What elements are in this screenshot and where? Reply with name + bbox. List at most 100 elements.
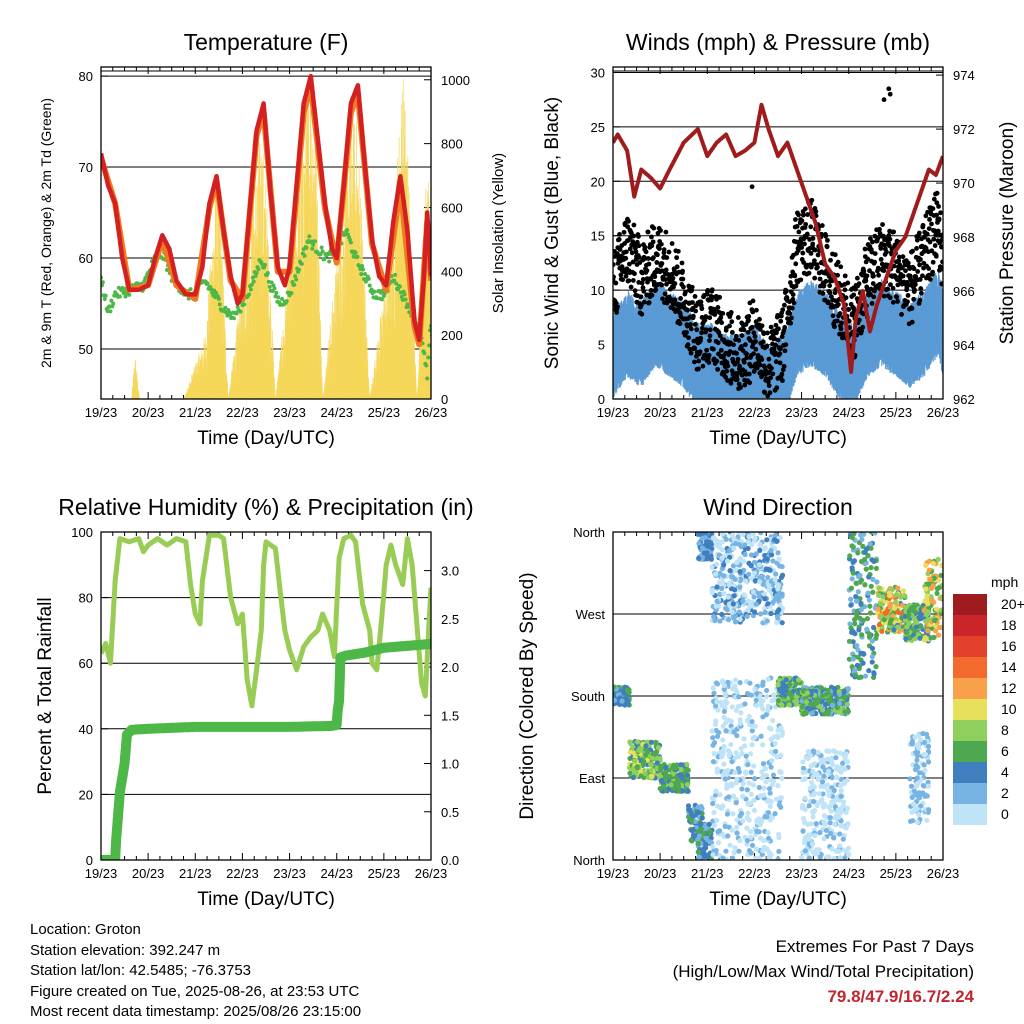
gust-point — [675, 248, 681, 254]
x-tick-label: 20/23 — [644, 405, 677, 420]
dewpoint-point — [242, 302, 247, 307]
gust-point — [746, 371, 752, 377]
y2-tick-label: 968 — [953, 230, 975, 245]
y2-tick-label: 600 — [441, 200, 463, 215]
dewpoint-point — [313, 239, 318, 244]
gust-point — [810, 236, 816, 241]
gust-point — [738, 384, 743, 390]
gust-point — [799, 245, 805, 250]
gust-point — [658, 241, 664, 247]
gust-point — [813, 209, 819, 214]
dewpoint-point — [254, 270, 259, 275]
gust-point — [674, 264, 680, 270]
dewpoint-point — [234, 311, 239, 316]
gust-point — [640, 277, 646, 282]
y2-tick-label: 800 — [441, 137, 463, 152]
y2-tick-label: 970 — [953, 176, 975, 191]
gust-point — [770, 371, 776, 377]
gust-point — [632, 288, 638, 294]
gust-point — [663, 267, 669, 273]
gust-point — [751, 330, 757, 336]
gust-point — [705, 287, 711, 293]
dewpoint-point — [353, 250, 358, 255]
gust-point — [699, 325, 705, 331]
gust-point — [654, 260, 660, 265]
gust-point — [653, 287, 659, 293]
gust-point — [698, 299, 704, 305]
gust-point — [794, 224, 800, 229]
gust-point — [636, 243, 642, 249]
gust-point — [823, 278, 829, 284]
dewpoint-point — [345, 227, 350, 232]
gust-point — [749, 324, 755, 330]
gust-point — [808, 224, 814, 230]
gust-point — [787, 299, 792, 305]
gust-point — [643, 249, 649, 255]
panel-title: Temperature (F) — [184, 29, 349, 55]
gust-point — [627, 261, 632, 267]
dewpoint-point — [426, 355, 431, 360]
gust-point — [688, 326, 694, 332]
gust-point — [725, 378, 730, 383]
gust-point — [739, 333, 745, 338]
gust-point — [700, 363, 706, 369]
gust-point — [706, 352, 712, 358]
gust-point — [638, 294, 644, 300]
gust-point — [823, 233, 829, 239]
gust-point — [630, 278, 636, 283]
gust-point — [806, 270, 812, 276]
gust-point — [631, 222, 637, 228]
gust-point — [639, 280, 645, 286]
dewpoint-point — [271, 283, 276, 288]
dewpoint-point — [397, 284, 402, 289]
gust-point — [626, 278, 632, 284]
gust-point — [649, 292, 655, 298]
gust-point — [620, 277, 626, 283]
dewpoint-point — [231, 316, 236, 321]
gust-point — [739, 372, 745, 378]
gust-point — [778, 318, 784, 324]
gust-point — [645, 279, 650, 285]
y2-tick-label: 972 — [953, 122, 975, 137]
gust-point — [774, 385, 780, 391]
dewpoint-point — [393, 272, 398, 277]
gust-point — [817, 276, 823, 282]
gust-point — [759, 323, 765, 329]
x-axis-label: Time (Day/UTC) — [709, 428, 847, 449]
gust-point — [670, 275, 676, 281]
gust-point — [683, 289, 688, 295]
y-tick-label: 30 — [591, 65, 605, 80]
y2-tick-label: 966 — [953, 284, 975, 299]
gust-point — [646, 300, 652, 306]
gust-point — [776, 326, 781, 332]
y2-tick-label: 964 — [953, 338, 975, 353]
y-tick-label: 70 — [79, 160, 93, 175]
y-tick-label: 60 — [79, 251, 93, 266]
gust-point — [825, 237, 830, 243]
gust-point — [712, 312, 718, 317]
gust-point — [626, 218, 631, 224]
x-tick-label: 26/23 — [415, 405, 448, 420]
x-tick-label: 21/23 — [691, 405, 724, 420]
gust-point — [773, 342, 779, 348]
gust-point — [775, 312, 781, 318]
dewpoint-point — [217, 302, 222, 307]
x-tick-label: 21/23 — [179, 405, 212, 420]
dewpoint-point — [280, 296, 285, 301]
dewpoint-point — [310, 246, 315, 251]
gust-point — [711, 346, 716, 352]
x-tick-label: 25/23 — [368, 405, 401, 420]
gust-point — [728, 380, 734, 386]
gust-point — [680, 268, 685, 274]
dewpoint-point — [223, 305, 228, 310]
dewpoint-point — [188, 287, 193, 292]
dewpoint-point — [403, 297, 408, 302]
gust-point — [782, 302, 787, 308]
dewpoint-point — [363, 272, 367, 277]
dewpoint-point — [247, 292, 252, 297]
gust-point — [719, 320, 725, 326]
dewpoint-point — [428, 328, 431, 333]
gust-point — [761, 331, 767, 337]
dewpoint-point — [394, 281, 399, 286]
dewpoint-point — [235, 305, 240, 310]
